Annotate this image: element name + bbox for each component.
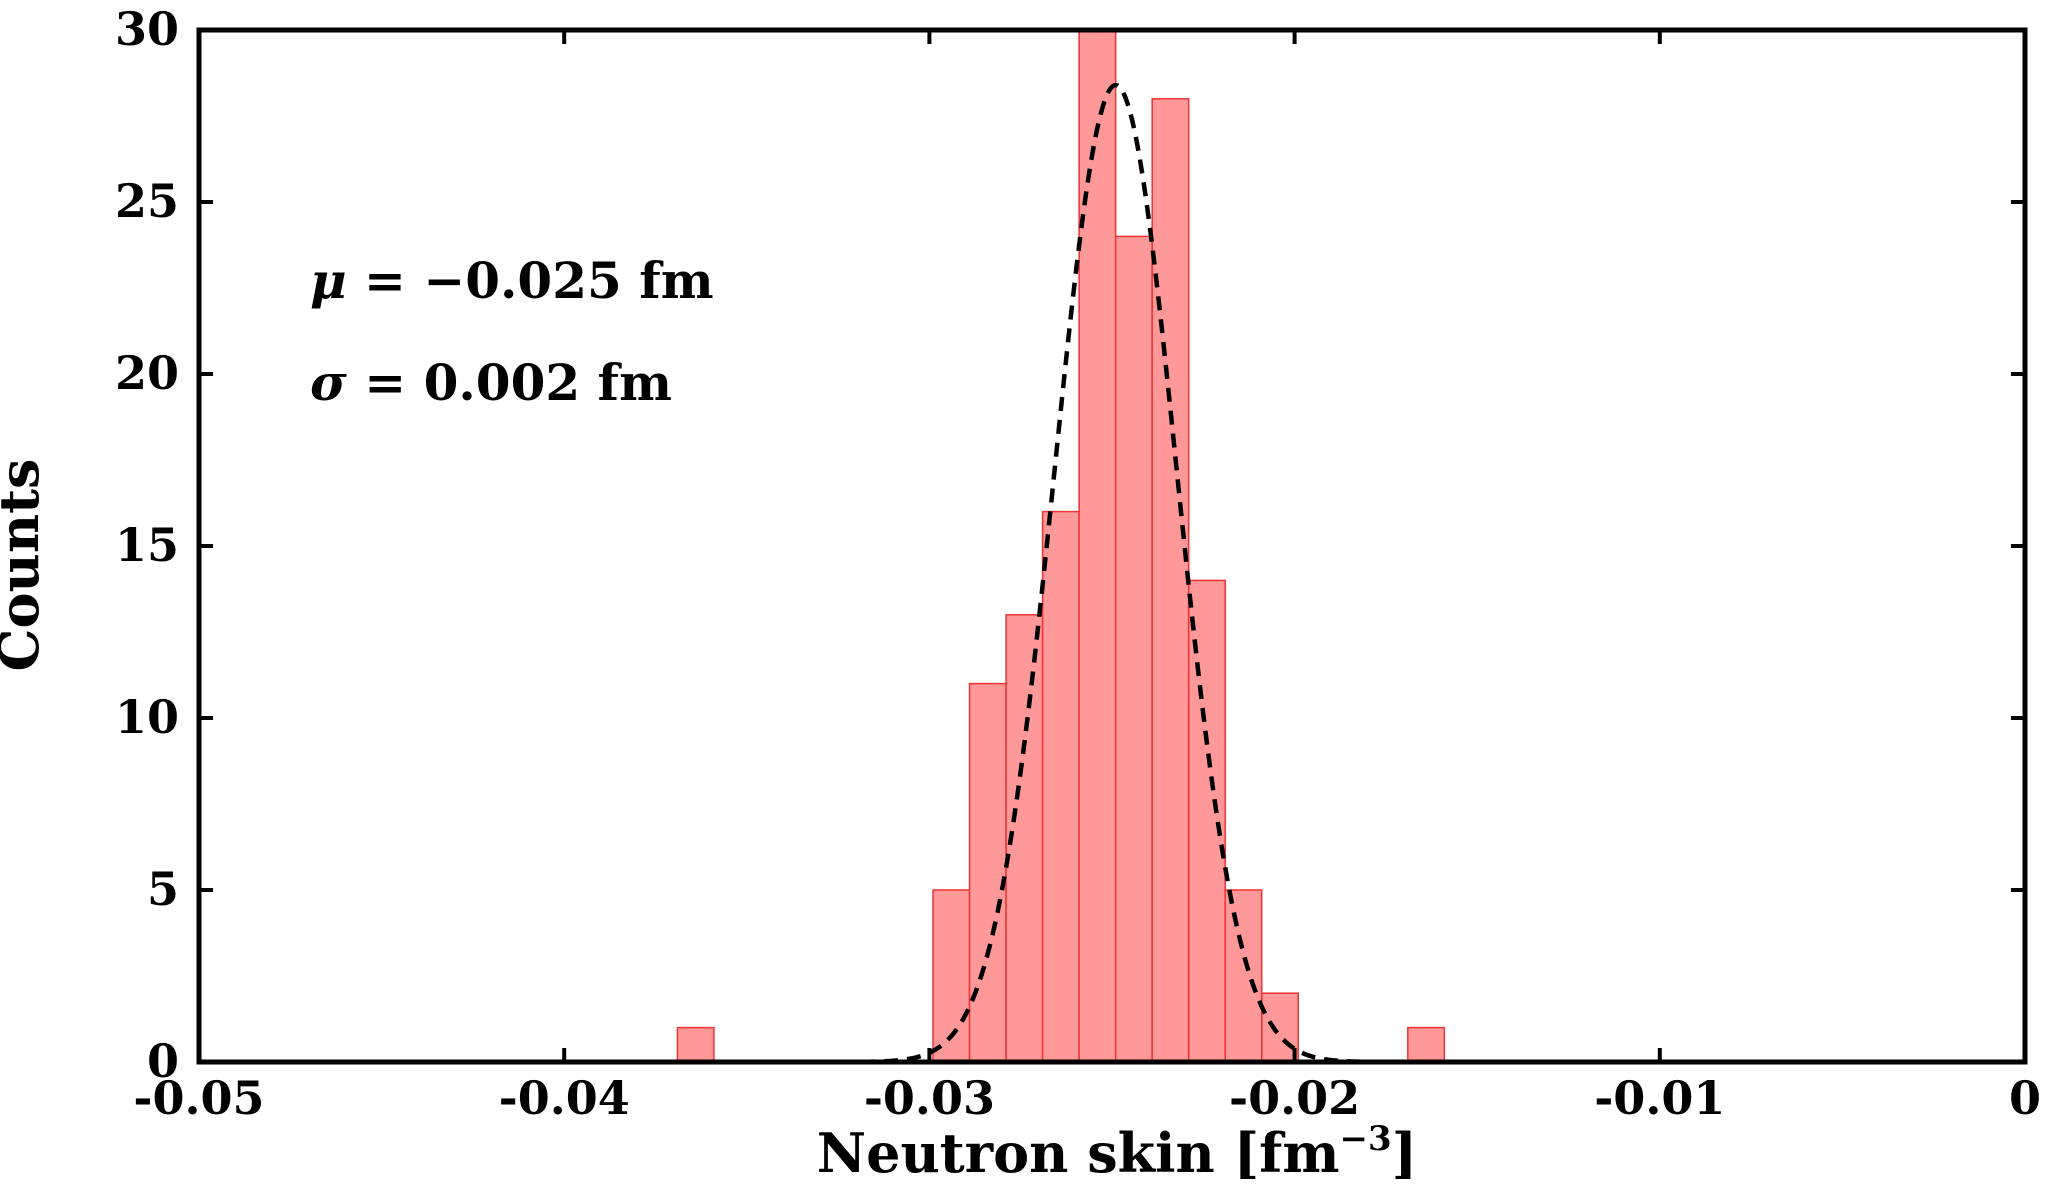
- mu-annotation: μ = −0.025 fm: [310, 251, 714, 310]
- histogram-bar: [1078, 29, 1117, 1063]
- y-tick-label: 10: [115, 690, 179, 744]
- y-tick-label: 5: [147, 862, 179, 916]
- sigma-annotation: σ = 0.002 fm: [310, 353, 672, 412]
- histogram-bar: [1407, 1026, 1446, 1063]
- histogram-bars: [676, 29, 1446, 1063]
- histogram-bar: [1114, 235, 1153, 1063]
- y-tick-label: 25: [115, 174, 179, 228]
- x-tick-label: -0.04: [499, 1071, 630, 1125]
- x-tick-label: -0.05: [133, 1071, 264, 1125]
- histogram-bar: [1260, 992, 1300, 1063]
- histogram-bar: [1151, 98, 1190, 1063]
- y-tick-label: 15: [115, 518, 179, 572]
- y-tick-label: 30: [115, 2, 179, 56]
- x-axis-title-superscript: −3: [1340, 1119, 1392, 1159]
- histogram-bar: [676, 1026, 715, 1063]
- sigma-symbol: σ: [310, 353, 347, 412]
- histogram-bar: [968, 682, 1007, 1063]
- histogram-bar: [1224, 889, 1263, 1063]
- mu-symbol: μ: [310, 251, 347, 310]
- y-axis-title: Counts: [0, 459, 51, 672]
- sigma-value: = 0.002 fm: [347, 353, 672, 412]
- x-axis-title: Neutron skin [fm−3]: [817, 1119, 1417, 1185]
- histogram-bar: [1041, 510, 1080, 1063]
- x-tick-labels: -0.05 -0.04 -0.03 -0.02 -0.01 0: [133, 1071, 2041, 1125]
- x-tick-label: -0.02: [1229, 1071, 1360, 1125]
- x-tick-label: -0.03: [864, 1071, 995, 1125]
- x-axis-title-suffix: ]: [1392, 1121, 1418, 1185]
- y-tick-label: 0: [147, 1034, 179, 1088]
- y-tick-label: 20: [115, 346, 179, 400]
- x-axis-title-main: Neutron skin [fm: [817, 1121, 1340, 1185]
- x-tick-label: -0.01: [1594, 1071, 1725, 1125]
- y-tick-labels: 0 5 10 15 20 25 30: [115, 2, 179, 1088]
- mu-value: = −0.025 fm: [347, 251, 714, 310]
- axis-ticks: [197, 28, 2027, 1064]
- x-tick-label: 0: [2009, 1071, 2041, 1125]
